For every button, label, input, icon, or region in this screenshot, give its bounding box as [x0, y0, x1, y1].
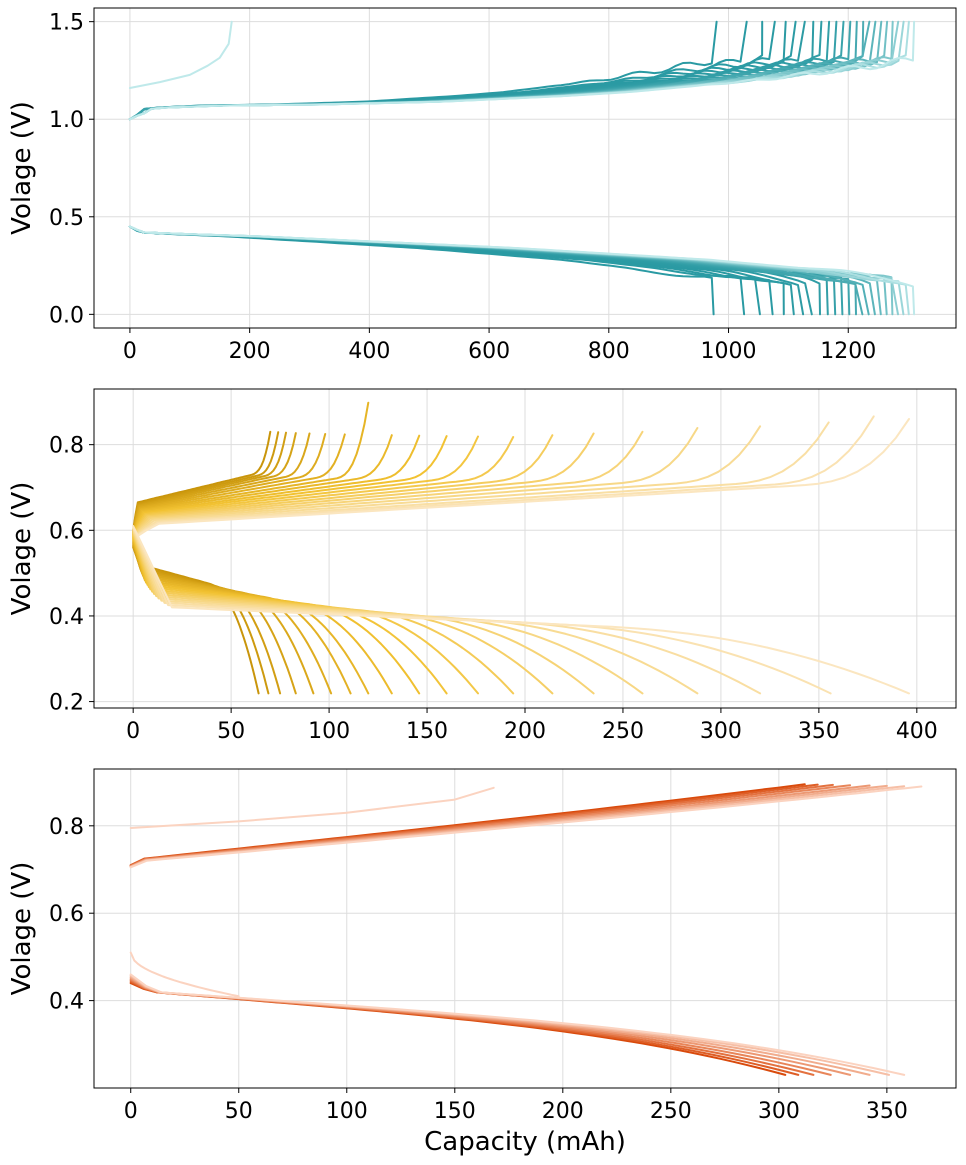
charge-curve	[132, 434, 421, 536]
first-cycle-charge-curve	[129, 786, 495, 829]
panel-top-frame	[93, 7, 957, 329]
y-tick-label: 1.5	[49, 11, 84, 36]
discharge-curve	[129, 980, 800, 1076]
charge-curve	[132, 430, 272, 532]
discharge-curve	[128, 225, 746, 316]
x-tick-label: 150	[406, 719, 448, 744]
charge-curve	[132, 433, 346, 534]
x-tick-label: 0	[123, 339, 137, 364]
discharge-curve	[132, 540, 333, 695]
discharge-curve	[132, 525, 910, 695]
x-tick-label: 50	[225, 1099, 253, 1124]
panel-top-ylabel: Volage (V)	[7, 101, 37, 235]
panel-bottom-ticks: 0 50 100 150 200 250 300 350 0.4 0.6 0.8	[49, 815, 908, 1124]
x-tick-label: 1200	[820, 339, 876, 364]
x-tick-label: 400	[348, 339, 390, 364]
panel-bottom-grid	[94, 769, 956, 1088]
charge-curve	[132, 427, 699, 539]
charge-curve	[132, 418, 910, 540]
discharge-curve	[132, 528, 699, 695]
discharge-curve	[129, 975, 871, 1076]
panel-top: 0 200 400 600 800 1000 1200 0.0 0.5 1.0 1.5 Volage…	[7, 7, 957, 364]
x-tick-label: 200	[504, 719, 546, 744]
charge-curve	[129, 785, 923, 869]
panel-top-ticks: 0 200 400 600 800 1000 1200 0.0 0.5 1.0 1.5	[49, 11, 876, 364]
discharge-curve	[132, 527, 762, 695]
y-tick-label: 0.8	[49, 815, 84, 840]
discharge-curve	[128, 225, 916, 316]
charge-curve	[132, 433, 327, 534]
x-tick-label: 200	[542, 1099, 584, 1124]
discharge-curve	[132, 529, 644, 695]
discharge-curve	[128, 225, 715, 316]
panel-middle-curves	[132, 401, 910, 695]
x-tick-label: 100	[326, 1099, 368, 1124]
x-tick-label: 250	[650, 1099, 692, 1124]
charge-curve	[132, 415, 875, 540]
y-tick-label: 0.4	[49, 605, 84, 630]
panel-middle: 0 50 100 150 200 250 300 350 400 0.2 0.4 0.6 0.8 Vol…	[7, 388, 957, 744]
x-tick-label: 50	[217, 719, 245, 744]
panel-bottom-frame	[93, 768, 957, 1089]
charge-curve	[132, 435, 479, 536]
panel-middle-ylabel: Volage (V)	[7, 482, 37, 616]
x-tick-label: 200	[229, 339, 271, 364]
x-tick-label: 150	[434, 1099, 476, 1124]
charge-curve	[132, 436, 515, 537]
charge-curve	[132, 435, 448, 536]
x-tick-label: 250	[602, 719, 644, 744]
x-tick-label: 350	[866, 1099, 908, 1124]
x-tick-label: 100	[308, 719, 350, 744]
x-tick-label: 350	[798, 719, 840, 744]
panel-top-grid	[94, 8, 956, 328]
y-tick-label: 0.2	[49, 691, 84, 716]
charge-curve	[132, 430, 644, 538]
discharge-curve	[132, 543, 297, 695]
x-tick-label: 0	[124, 1099, 138, 1124]
y-tick-label: 0.5	[49, 206, 84, 231]
first-cycle-discharge-curve	[129, 951, 240, 998]
charge-curve	[132, 421, 830, 539]
y-tick-label: 0.6	[49, 519, 84, 544]
discharge-curve	[132, 539, 352, 695]
y-tick-label: 0.6	[49, 902, 84, 927]
panel-bottom: 0 50 100 150 200 250 300 350 0.4 0.6 0.8 Volage (V…	[7, 768, 957, 1157]
y-tick-label: 0.4	[49, 990, 84, 1015]
discharge-curve	[132, 544, 282, 695]
first-cycle-charge-curve	[128, 20, 233, 89]
charge-curve	[132, 432, 311, 533]
y-tick-label: 1.0	[49, 108, 84, 133]
charge-curve	[132, 432, 595, 538]
panel-top-curves	[128, 20, 916, 316]
discharge-curve	[129, 973, 906, 1076]
charge-curve	[132, 434, 393, 535]
charge-curve	[132, 432, 297, 533]
charge-curve	[128, 20, 916, 121]
charge-curve	[132, 425, 762, 539]
charge-curve	[132, 431, 280, 532]
x-tick-label: 400	[896, 719, 938, 744]
discharge-curve	[132, 541, 315, 695]
discharge-curve	[128, 225, 774, 316]
x-tick-label: 1000	[701, 339, 757, 364]
charge-curve	[132, 401, 370, 535]
y-tick-label: 0.0	[49, 303, 84, 328]
panel-middle-grid	[94, 389, 956, 708]
x-tick-label: 600	[468, 339, 510, 364]
charge-curve	[132, 431, 287, 533]
x-tick-label: 300	[758, 1099, 800, 1124]
y-tick-label: 0.8	[49, 434, 84, 459]
panel-middle-ticks: 0 50 100 150 200 250 300 350 400 0.2 0.4 0.6 0.8	[49, 434, 938, 744]
panel-bottom-ylabel: Volage (V)	[7, 862, 37, 996]
x-tick-label: 300	[700, 719, 742, 744]
panel-bottom-xlabel: Capacity (mAh)	[424, 1127, 626, 1157]
charge-curve	[132, 434, 554, 537]
x-tick-label: 800	[588, 339, 630, 364]
panel-bottom-curves	[129, 783, 923, 1076]
x-tick-label: 0	[126, 719, 140, 744]
